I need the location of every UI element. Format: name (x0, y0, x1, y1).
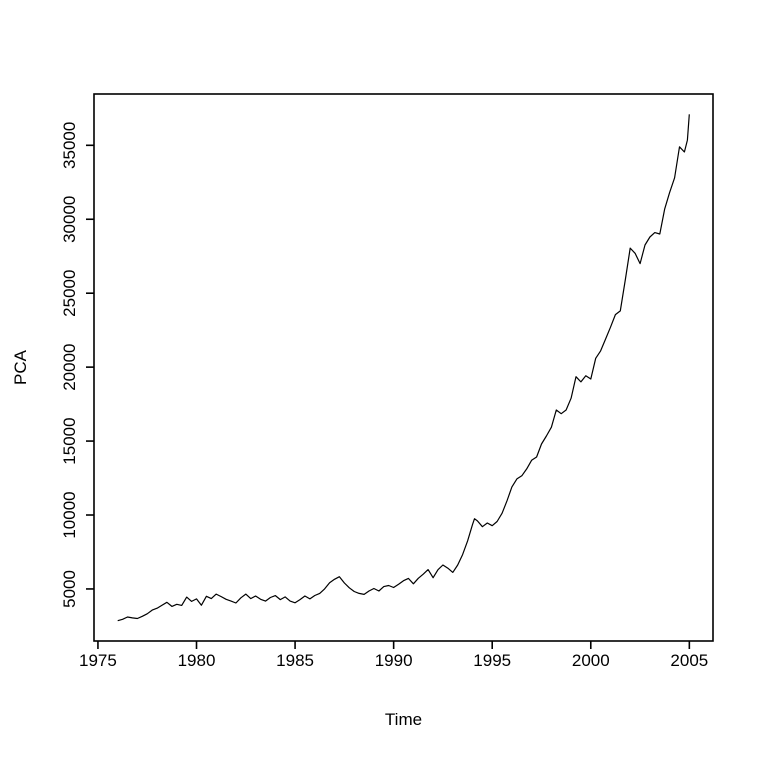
pca-series-line (117, 114, 690, 622)
y-tick-label: 30000 (60, 196, 79, 243)
x-tick-label: 1980 (178, 651, 216, 670)
y-tick-label: 5000 (60, 570, 79, 608)
y-tick-label: 25000 (60, 270, 79, 317)
x-tick-label: 2005 (670, 651, 708, 670)
y-tick-label: 35000 (60, 122, 79, 169)
plot-border (93, 93, 714, 642)
x-tick-label: 1985 (276, 651, 314, 670)
y-axis-title: PCA (11, 349, 30, 385)
x-tick-label: 2000 (572, 651, 610, 670)
y-tick-label: 15000 (60, 417, 79, 464)
x-tick-label: 1975 (79, 651, 117, 670)
x-tick-label: 1995 (473, 651, 511, 670)
x-tick-label: 1990 (375, 651, 413, 670)
y-tick-label: 20000 (60, 343, 79, 390)
y-tick-label: 10000 (60, 491, 79, 538)
x-axis-title: Time (385, 710, 422, 729)
